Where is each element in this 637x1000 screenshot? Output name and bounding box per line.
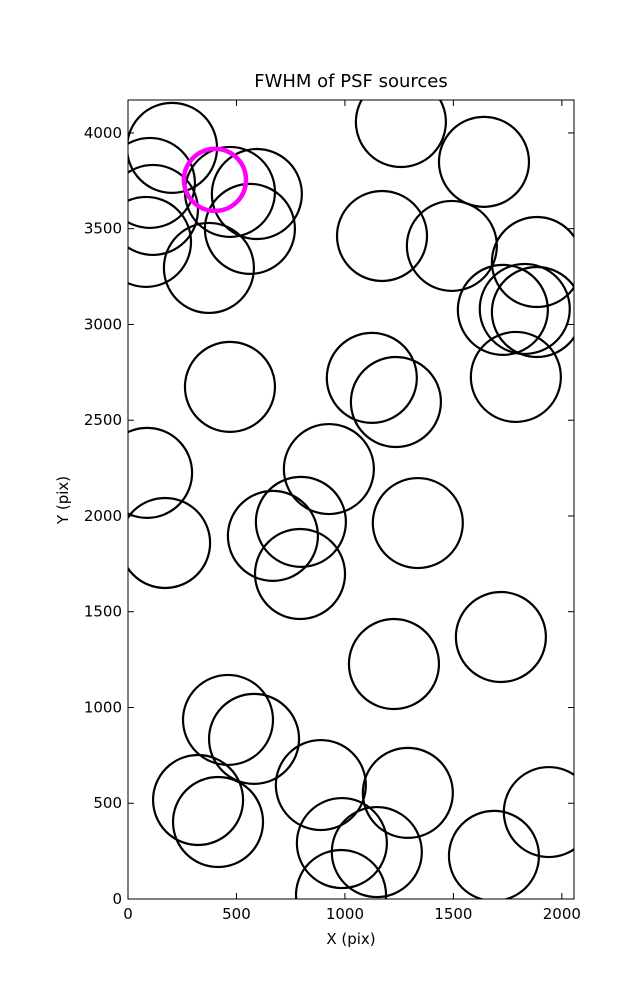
marker <box>282 422 375 516</box>
y-tick-label: 4000 <box>84 124 122 142</box>
marker <box>325 331 418 424</box>
y-axis-label: Y (pix) <box>54 476 72 525</box>
plot-frame <box>127 99 575 900</box>
marker <box>454 590 547 684</box>
marker <box>447 809 541 899</box>
marker <box>371 476 464 570</box>
marker <box>128 101 219 194</box>
marker <box>128 163 200 257</box>
x-tick-label: 1000 <box>326 905 364 923</box>
chart-title: FWHM of PSF sources <box>254 71 448 92</box>
x-tick-label: 0 <box>123 905 133 923</box>
marker <box>207 692 301 785</box>
marker <box>210 147 303 241</box>
marker <box>437 115 531 208</box>
marker <box>478 262 571 356</box>
x-tick-label: 1500 <box>434 905 472 923</box>
marker <box>502 765 574 859</box>
y-tick-label: 500 <box>93 794 122 812</box>
marker <box>128 426 194 519</box>
marker <box>151 753 245 847</box>
marker <box>181 673 275 767</box>
x-tick-label: 2000 <box>543 905 581 923</box>
marker <box>295 796 388 890</box>
y-tick-label: 2500 <box>84 411 122 429</box>
y-tick-label: 3500 <box>84 220 122 238</box>
marker <box>253 527 347 621</box>
marker <box>162 221 256 315</box>
marker <box>171 775 265 869</box>
marker <box>294 848 388 899</box>
marker <box>405 199 498 293</box>
marker <box>330 805 423 899</box>
marker <box>335 189 429 283</box>
marker <box>347 617 441 711</box>
marker <box>490 265 574 359</box>
marker <box>456 263 549 357</box>
marker <box>128 136 196 230</box>
marker <box>490 215 574 309</box>
marker <box>183 340 277 433</box>
marker <box>274 738 367 832</box>
y-tick-label: 1500 <box>84 603 122 621</box>
marker <box>226 489 320 582</box>
x-axis-label: X (pix) <box>326 930 375 948</box>
marker <box>128 496 212 590</box>
marker <box>349 355 443 449</box>
y-tick-label: 1000 <box>84 698 122 716</box>
highlight-marker <box>181 146 249 214</box>
plot-area <box>128 100 574 899</box>
y-tick-label: 2000 <box>84 507 122 525</box>
x-tick-label: 500 <box>222 905 251 923</box>
marker <box>469 330 562 424</box>
y-tick-label: 0 <box>112 890 122 908</box>
marker <box>254 475 347 569</box>
marker <box>203 182 297 275</box>
marker <box>128 195 193 288</box>
marker <box>354 100 447 169</box>
marker <box>361 746 454 840</box>
y-tick-label: 3000 <box>84 315 122 333</box>
